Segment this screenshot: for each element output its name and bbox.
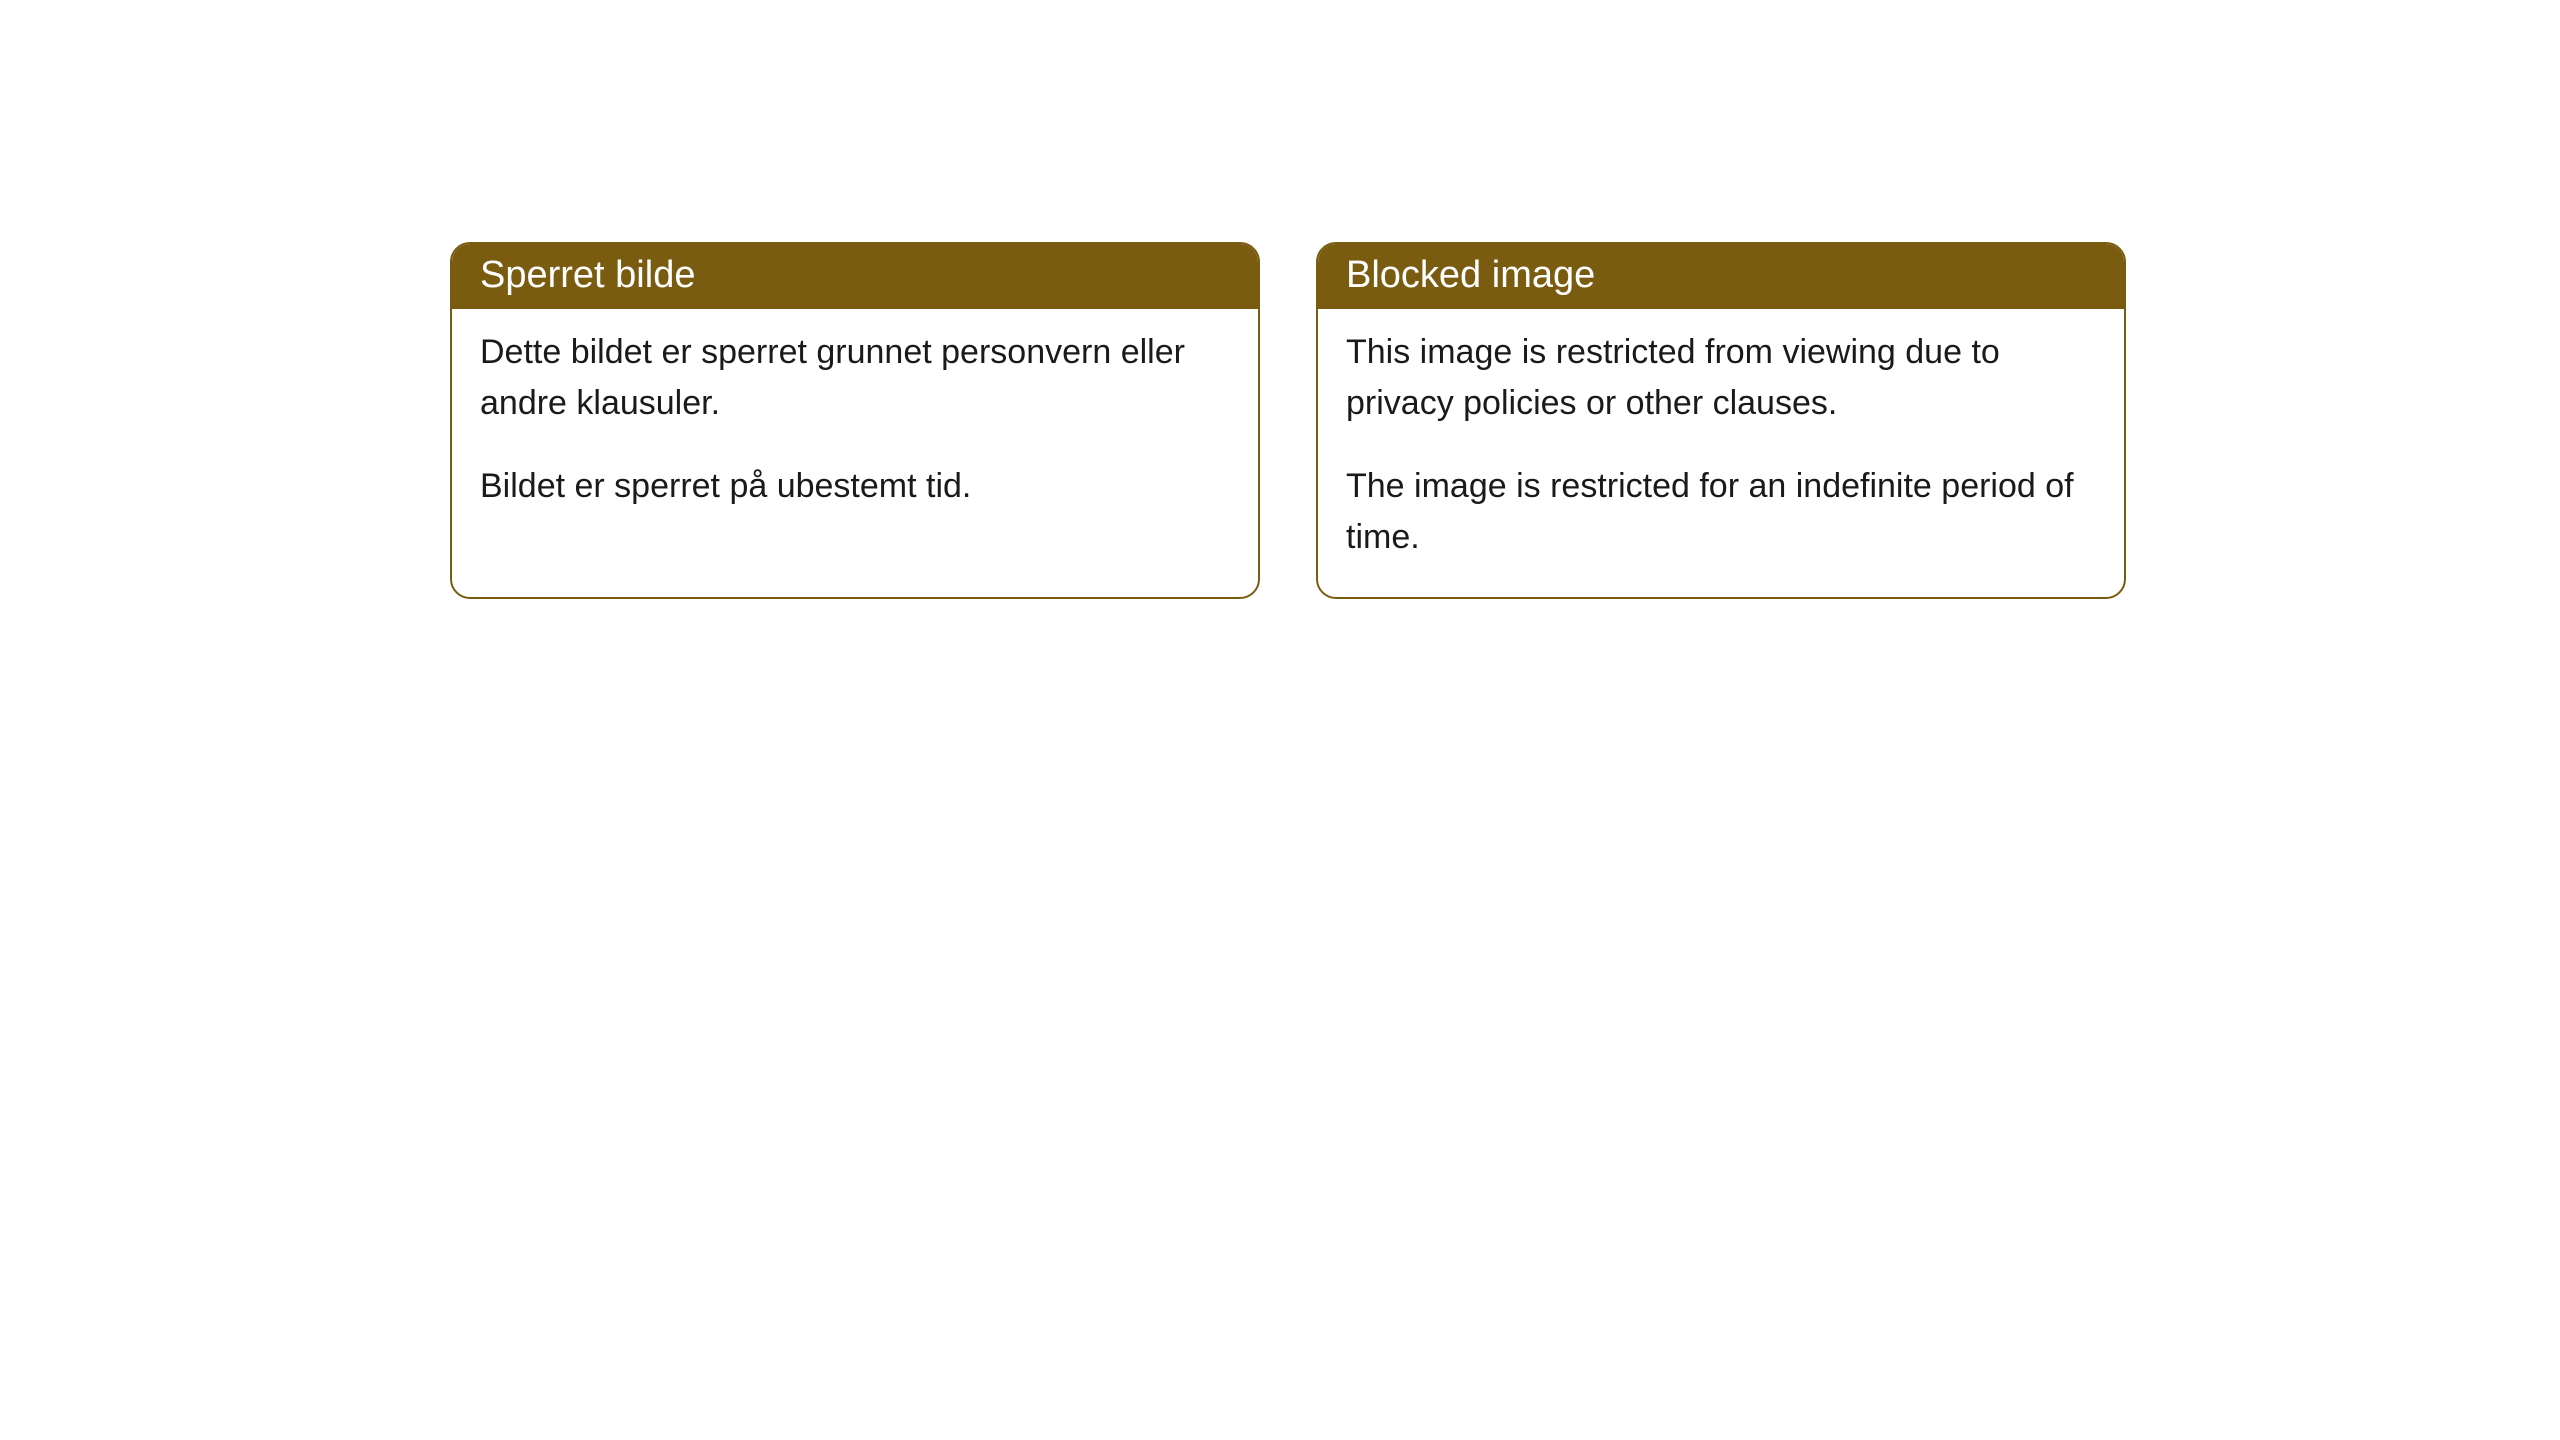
card-title-no: Sperret bilde xyxy=(480,254,695,296)
blocked-image-card-en: Blocked image This image is restricted f… xyxy=(1316,242,2126,599)
cards-container: Sperret bilde Dette bildet er sperret gr… xyxy=(0,0,2560,599)
card-text-en-1: This image is restricted from viewing du… xyxy=(1346,327,2096,429)
card-text-en-2: The image is restricted for an indefinit… xyxy=(1346,461,2096,563)
card-body-en: This image is restricted from viewing du… xyxy=(1318,309,2124,597)
card-text-no-2: Bildet er sperret på ubestemt tid. xyxy=(480,461,1230,512)
card-header-en: Blocked image xyxy=(1318,244,2124,309)
card-text-no-1: Dette bildet er sperret grunnet personve… xyxy=(480,327,1230,429)
card-title-en: Blocked image xyxy=(1346,254,1595,296)
card-header-no: Sperret bilde xyxy=(452,244,1258,309)
card-body-no: Dette bildet er sperret grunnet personve… xyxy=(452,309,1258,546)
blocked-image-card-no: Sperret bilde Dette bildet er sperret gr… xyxy=(450,242,1260,599)
